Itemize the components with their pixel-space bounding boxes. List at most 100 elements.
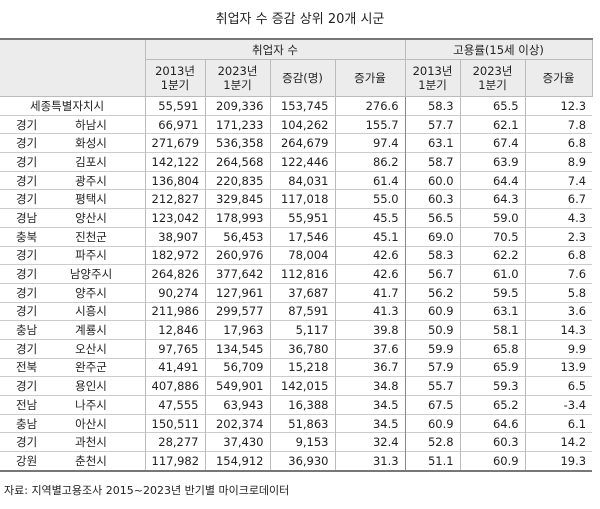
value-cell: 57.9 (404, 357, 461, 377)
value-cell: 7.8 (524, 114, 593, 134)
region-cell: 충남 아산시 (0, 413, 145, 433)
city: 하남시 (75, 117, 107, 132)
data-row: 경기 화성시 271,679 536,358 264,679 97.4 63.1 67.4 6.… (0, 133, 593, 153)
value-cell: 58.3 (404, 96, 461, 116)
region-cell: 세종특별자치시 (0, 96, 145, 116)
value-cell: 2.3 (524, 226, 593, 246)
value-cell: 52.8 (404, 432, 461, 452)
value-cell: 16,388 (269, 395, 335, 415)
value-cell: 6.7 (524, 189, 593, 209)
value-cell: 264,679 (269, 133, 335, 153)
region-cell: 경기 화성시 (0, 133, 145, 153)
value-cell: 55,951 (269, 208, 335, 228)
group-header: 고용률(15세 이상) (404, 38, 593, 60)
region-cell: 경기 용인시 (0, 376, 145, 396)
region-cell: 경기 양주시 (0, 282, 145, 303)
value-cell: 50.9 (404, 320, 461, 340)
value-cell: 63.1 (404, 133, 461, 153)
value-cell: 60.3 (404, 189, 461, 209)
city: 평택시 (75, 192, 107, 207)
region: 세종특별자치시 (30, 98, 105, 113)
data-row: 전남 나주시 47,555 63,943 16,388 34.5 67.5 65.2 -3.4 (0, 395, 593, 415)
value-cell: 4.3 (524, 208, 593, 228)
region-cell: 강원 춘천시 (0, 451, 145, 472)
province: 충남 (16, 323, 38, 338)
city: 진천군 (75, 229, 107, 244)
value-cell: 36,780 (269, 338, 335, 359)
region-cell: 충북 진천군 (0, 226, 145, 246)
value-cell: 12,846 (144, 320, 205, 340)
province: 경기 (16, 192, 38, 207)
city: 양주시 (75, 285, 107, 300)
column-header: 2013년 1분기 (404, 59, 461, 97)
value-cell: 19.3 (524, 451, 593, 472)
province: 경남 (16, 210, 38, 225)
province: 경기 (16, 285, 38, 300)
region-cell: 경기 김포시 (0, 152, 145, 172)
province: 경기 (16, 248, 38, 263)
value-cell: 377,642 (204, 264, 270, 284)
value-cell: 122,446 (269, 152, 335, 172)
province: 경기 (16, 379, 38, 394)
value-cell: 134,545 (204, 338, 270, 359)
value-cell: 45.5 (334, 208, 406, 228)
value-cell: 67.4 (459, 133, 526, 153)
region-cell: 경기 하남시 (0, 114, 145, 134)
value-cell: 61.4 (334, 170, 406, 190)
province: 경기 (16, 173, 38, 188)
value-cell: 61.0 (459, 264, 526, 284)
value-cell: 41.7 (334, 282, 406, 303)
province: 경기 (16, 117, 38, 132)
value-cell: 86.2 (334, 152, 406, 172)
value-cell: 90,274 (144, 282, 205, 303)
value-cell: 260,976 (204, 245, 270, 265)
value-cell: 34.5 (334, 395, 406, 415)
value-cell: 62.2 (459, 245, 526, 265)
value-cell: 39.8 (334, 320, 406, 340)
group-header: 취업자 수 (144, 38, 406, 60)
value-cell: 153,745 (269, 96, 335, 116)
data-row: 경기 김포시 142,122 264,568 122,446 86.2 58.7 63.9 8.… (0, 152, 593, 172)
value-cell: 5,117 (269, 320, 335, 340)
value-cell: 7.6 (524, 264, 593, 284)
value-cell: 7.4 (524, 170, 593, 190)
province: 강원 (16, 453, 38, 468)
column-header: 증감(명) (269, 59, 336, 97)
region-cell: 경기 남양주시 (0, 264, 145, 284)
province: 경기 (16, 136, 38, 151)
value-cell: 112,816 (269, 264, 335, 284)
value-cell: 42.6 (334, 245, 406, 265)
value-cell: 6.5 (524, 376, 593, 396)
value-cell: 69.0 (404, 226, 461, 246)
value-cell: 264,568 (204, 152, 270, 172)
region-cell: 경기 광주시 (0, 170, 145, 190)
data-row: 경기 오산시 97,765 134,545 36,780 37.6 59.9 65.8 9.9 (0, 338, 593, 359)
value-cell: 66,971 (144, 114, 205, 134)
value-cell: 65.8 (459, 338, 526, 359)
value-cell: 67.5 (404, 395, 461, 415)
province: 경기 (16, 304, 38, 319)
province: 경기 (16, 267, 38, 282)
value-cell: 212,827 (144, 189, 205, 209)
value-cell: 55,591 (144, 96, 205, 116)
province: 경기 (16, 154, 38, 169)
value-cell: 56.2 (404, 282, 461, 303)
value-cell: 155.7 (334, 114, 406, 134)
value-cell: 37,687 (269, 282, 335, 303)
value-cell: 97.4 (334, 133, 406, 153)
value-cell: 271,679 (144, 133, 205, 153)
value-cell: 78,004 (269, 245, 335, 265)
value-cell: 3.6 (524, 301, 593, 321)
data-row: 경기 시흥시 211,986 299,577 87,591 41.3 60.9 63.1 3.6 (0, 301, 593, 321)
city: 과천시 (75, 435, 107, 450)
province: 전북 (16, 360, 38, 375)
value-cell: 6.1 (524, 413, 593, 433)
value-cell: 117,982 (144, 451, 205, 472)
city: 파주시 (75, 248, 107, 263)
value-cell: 64.6 (459, 413, 526, 433)
value-cell: 51,863 (269, 413, 335, 433)
city: 완주군 (75, 360, 107, 375)
value-cell: 34.8 (334, 376, 406, 396)
value-cell: 150,511 (144, 413, 205, 433)
city: 김포시 (75, 154, 107, 169)
